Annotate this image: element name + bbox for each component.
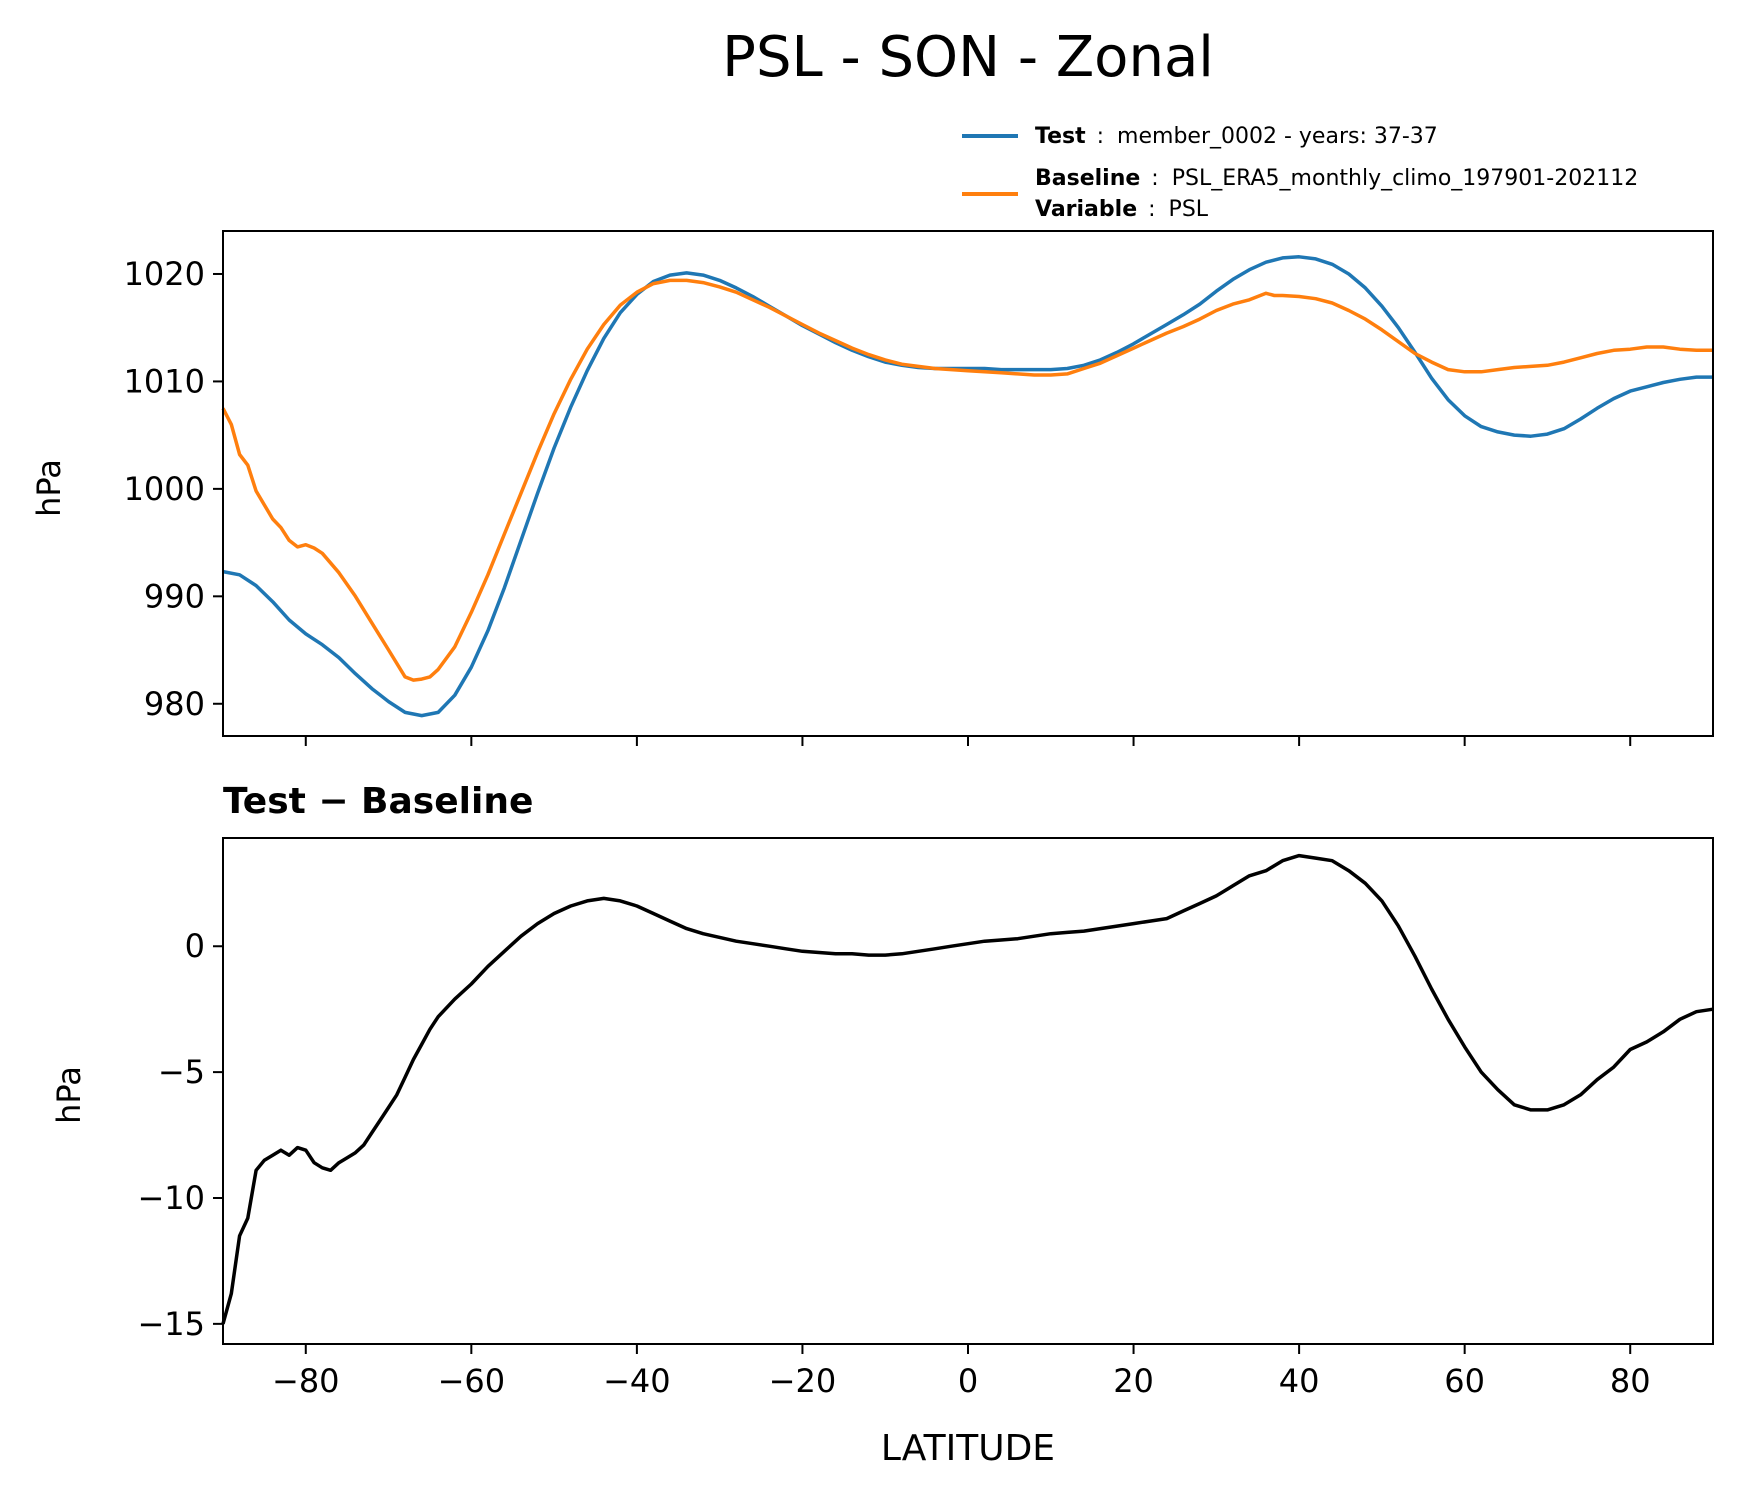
legend-test-text: Test : member_0002 - years: 37-37 [1035,124,1438,149]
top-panel: 980 990 1000 1010 1020 hPa [30,230,1714,746]
y-tick-label: −5 [158,1053,205,1091]
top-series-lines [221,255,1713,718]
y-tick-label: 1020 [124,255,205,293]
series-line-test-baseline [221,853,1714,1325]
legend-test-key: Test [1035,124,1086,149]
bottom-plot-frame [222,837,1714,1345]
legend-variable-text: Variable : PSL [1035,197,1209,222]
legend-baseline-value: PSL_ERA5_monthly_climo_197901-202112 [1172,166,1638,191]
x-tick-label: 20 [1113,1362,1154,1400]
y-tick-label: 1010 [124,362,205,400]
y-tick-label: 990 [144,577,205,615]
x-tick-label: −40 [603,1362,671,1400]
x-tick-label: 60 [1444,1362,1485,1400]
legend-baseline-key: Baseline [1035,166,1140,191]
x-tick-label: −80 [272,1362,340,1400]
bottom-panel: Test − Baseline −15 −10 −5 0 −80 −60 −40 −20 0 20… [50,781,1714,1469]
bottom-y-axis-label: hPa [50,1066,88,1124]
legend: Test : member_0002 - years: 37-37 Baseli… [962,124,1638,222]
x-tick-label: −60 [438,1362,506,1400]
legend-variable-sep: : [1148,197,1155,222]
legend-variable-value: PSL [1169,197,1209,222]
top-plot-frame [222,230,1714,737]
series-line-test [222,255,1713,718]
legend-test-value: member_0002 - years: 37-37 [1117,124,1438,149]
bottom-panel-title: Test − Baseline [223,781,533,822]
y-tick-label: −15 [137,1305,205,1343]
x-tick-label: 40 [1279,1362,1320,1400]
x-tick-label: 80 [1610,1362,1651,1400]
figure-title: PSL - SON - Zonal [722,25,1214,90]
x-axis-label: LATITUDE [881,1428,1055,1469]
bottom-series-lines [221,853,1714,1325]
y-tick-label: 980 [144,685,205,723]
x-tick-label: 0 [958,1362,978,1400]
y-tick-label: 0 [185,927,205,965]
bottom-axis-ticks: −15 −10 −5 0 −80 −60 −40 −20 0 20 40 60 80 [137,927,1650,1400]
top-y-axis-label: hPa [30,459,68,517]
y-tick-label: 1000 [124,470,205,508]
legend-baseline-sep: : [1151,166,1158,191]
x-tick-label: −20 [769,1362,837,1400]
legend-variable-key: Variable [1035,197,1137,222]
legend-baseline-text: Baseline : PSL_ERA5_monthly_climo_197901… [1035,166,1638,191]
top-axis-ticks: 980 990 1000 1010 1020 [124,255,1632,746]
legend-test-sep: : [1097,124,1104,149]
y-tick-label: −10 [137,1179,205,1217]
series-line-baseline [221,278,1713,682]
